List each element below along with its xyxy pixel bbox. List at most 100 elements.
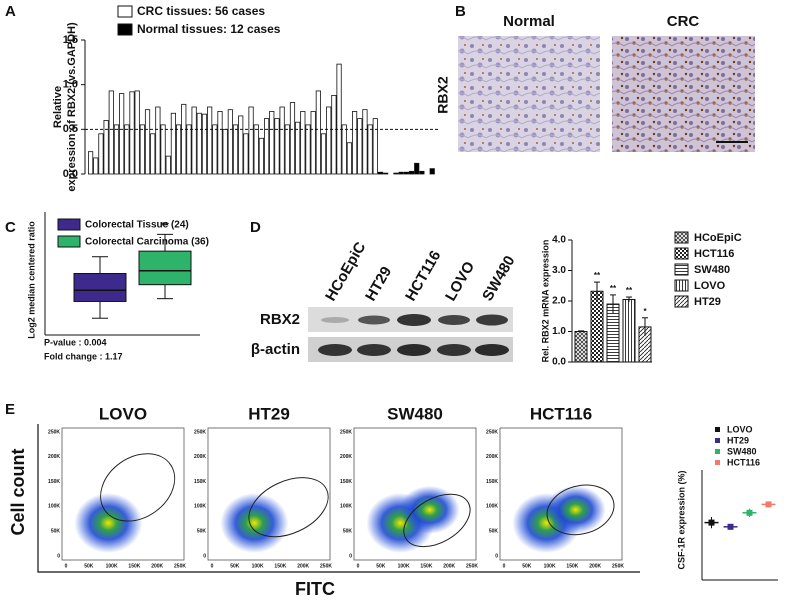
legend-label: SW480	[694, 264, 730, 276]
cell-cloud	[399, 485, 460, 534]
bar	[232, 124, 239, 175]
blot-row-label: β-actin	[251, 341, 300, 358]
bar	[315, 90, 321, 175]
bar	[134, 90, 140, 175]
x-tick-label: 100K	[106, 563, 118, 569]
bar	[372, 118, 378, 175]
bar	[150, 133, 156, 175]
legend-label: LOVO	[727, 424, 753, 434]
bar	[419, 170, 425, 175]
box	[73, 273, 127, 302]
gate	[403, 493, 471, 548]
flow-title: HCT116	[530, 404, 592, 423]
bar	[377, 171, 384, 175]
bar	[414, 162, 420, 175]
y-axis-label: expression of RBX2 (vs.GAPDH)	[66, 22, 78, 192]
bar	[139, 124, 145, 175]
legend-swatch	[715, 449, 720, 454]
y-tick-label: 250K	[340, 429, 352, 435]
x-tick-label: 50K	[522, 563, 532, 569]
bar	[574, 331, 588, 363]
x-tick-label: 200K	[589, 563, 601, 569]
bar	[93, 157, 99, 175]
x-tick-label: 250K	[612, 563, 624, 569]
e-frame	[37, 424, 640, 573]
y-tick-label: 3.0	[552, 265, 566, 276]
bar	[227, 109, 233, 175]
bar	[351, 111, 358, 175]
x-tick-label: 250K	[466, 563, 478, 569]
bar	[124, 124, 130, 175]
ihc-column: Normal	[503, 13, 555, 30]
y-tick-label: 50K	[197, 529, 207, 535]
bar	[165, 155, 171, 175]
bar	[181, 103, 187, 175]
legend-swatch	[674, 263, 689, 276]
y-tick-label: 0	[495, 553, 498, 559]
y-axis-label: Rel. RBX2 mRNA expression	[540, 240, 550, 363]
significance: *	[643, 307, 647, 316]
bar	[269, 111, 275, 175]
x-tick-label: 50K	[84, 563, 94, 569]
bar	[263, 118, 270, 175]
panel-label: B	[455, 3, 466, 20]
y-tick-label: 200K	[486, 454, 498, 460]
bar	[191, 106, 197, 175]
y-tick-label: 200K	[48, 454, 60, 460]
bar	[129, 91, 135, 175]
y-tick-label: 150K	[486, 479, 498, 485]
y-tick-label: 0.5	[63, 123, 78, 135]
bar	[408, 170, 415, 175]
bar	[305, 124, 311, 175]
bar	[403, 171, 409, 175]
y-tick-label: 100K	[486, 504, 498, 510]
legend-label: Colorectal Tissue (24)	[85, 220, 189, 231]
bar	[393, 172, 399, 175]
bar	[175, 124, 182, 175]
bar	[284, 124, 290, 175]
bar	[383, 172, 389, 175]
lane-label: HCT116	[402, 248, 444, 304]
bar	[196, 112, 202, 175]
x-tick-label: 0	[211, 563, 214, 569]
x-tick-label: 0	[65, 563, 68, 569]
legend-swatch	[674, 231, 689, 244]
bar	[108, 90, 114, 175]
legend-swatch	[715, 460, 720, 465]
bar	[274, 118, 280, 175]
y-tick-label: 100K	[194, 504, 206, 510]
panel-label: A	[5, 3, 16, 20]
y-tick-label: 2.0	[552, 296, 566, 307]
bar	[590, 290, 604, 363]
flow-x-label: FITC	[295, 579, 335, 599]
flow-y-label: Cell count	[8, 448, 28, 535]
y-tick-label: 100K	[340, 504, 352, 510]
legend-swatch	[117, 23, 133, 36]
x-tick-label: 200K	[151, 563, 163, 569]
y-tick-label: 0	[349, 553, 352, 559]
ihc-image	[612, 36, 755, 152]
legend-label: HCT116	[727, 457, 760, 467]
legend-swatch	[674, 295, 689, 308]
y-tick-label: 250K	[48, 429, 60, 435]
bar	[326, 106, 332, 175]
panel-label: E	[5, 401, 15, 418]
bar	[346, 142, 353, 175]
bar	[207, 106, 213, 175]
bar	[243, 133, 249, 175]
bar	[331, 94, 337, 175]
bar	[222, 128, 228, 175]
flow-title: HT29	[248, 404, 290, 423]
cell-cloud	[74, 493, 143, 554]
bar	[258, 137, 265, 175]
x-tick-label: 250K	[320, 563, 332, 569]
y-tick-label: 250K	[194, 429, 206, 435]
x-tick-label: 100K	[398, 563, 410, 569]
blot-bands	[318, 314, 509, 356]
note: P-value : 0.004	[44, 337, 107, 347]
y-axis-label: Log2 median centered ratio	[26, 221, 36, 339]
x-tick-label: 150K	[274, 563, 286, 569]
bar	[186, 124, 192, 175]
point	[765, 501, 772, 508]
legend-swatch	[715, 438, 720, 443]
